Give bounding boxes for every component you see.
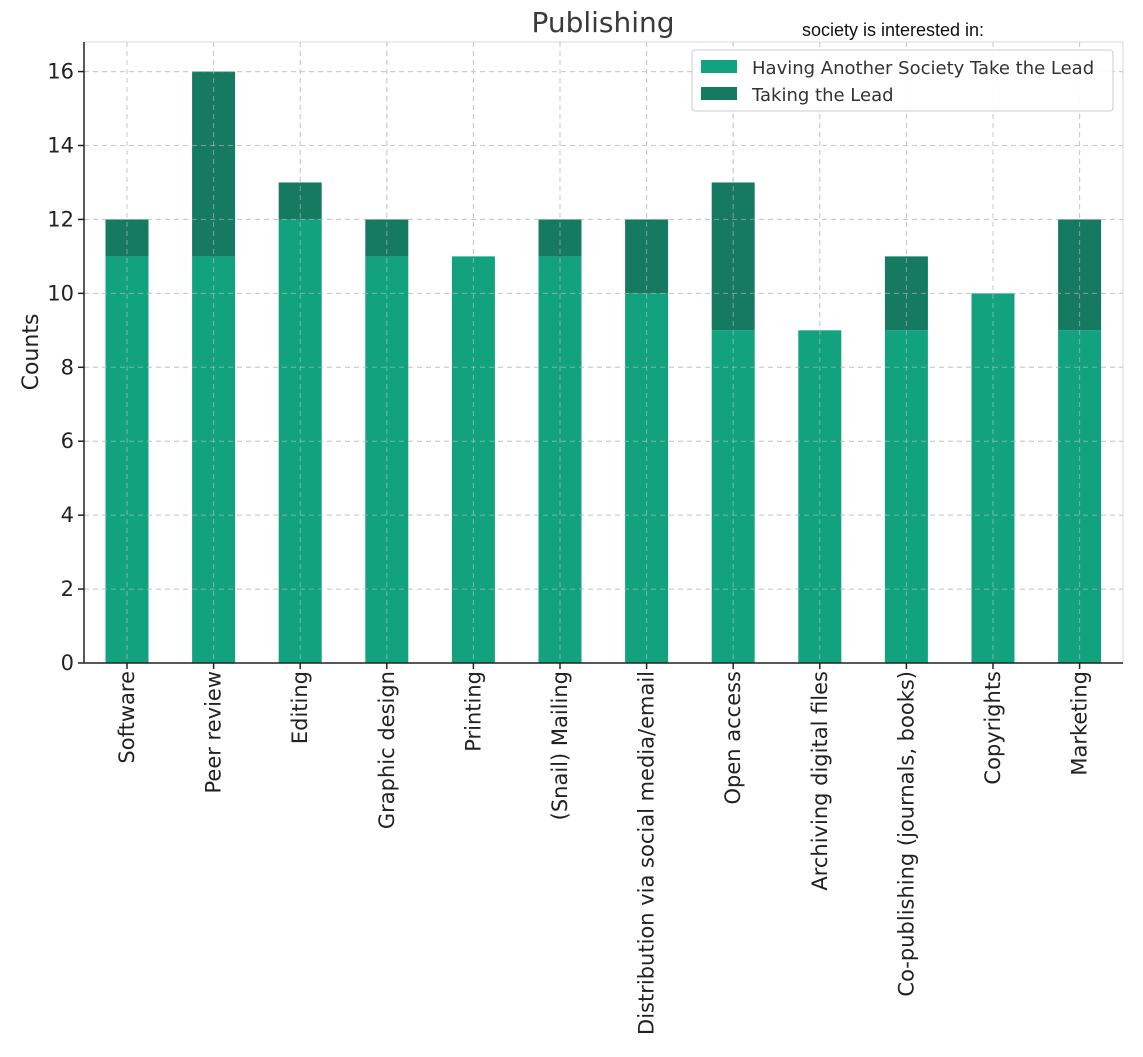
chart-title: Publishing [531, 6, 674, 39]
y-tick-label: 6 [61, 429, 74, 453]
y-tick-labels: 0 2 4 6 8 10 12 14 16 [47, 60, 84, 675]
x-tick-label: Distribution via social media/email [635, 671, 659, 1035]
bar-taking-lead [625, 219, 669, 294]
x-tick-label: (Snail) Mailing [548, 671, 572, 820]
y-tick-label: 8 [61, 355, 74, 379]
x-tick-label: Open access [721, 671, 745, 805]
y-tick-label: 4 [61, 503, 74, 527]
x-tick-label: Copyrights [981, 671, 1005, 785]
x-tick-label: Printing [461, 671, 485, 752]
y-tick-label: 0 [61, 651, 74, 675]
x-tick-label: Peer review [202, 671, 226, 794]
y-tick-label: 12 [47, 207, 74, 231]
x-tick-label: Co-publishing (journals, books) [894, 671, 918, 997]
x-tick-label: Marketing [1068, 671, 1092, 776]
y-tick-label: 2 [61, 577, 74, 601]
overlay-note: society is interested in: [802, 20, 984, 40]
y-tick-label: 10 [47, 281, 74, 305]
legend: Having Another Society Take the Lead Tak… [691, 49, 1114, 112]
x-tick-label: Graphic design [375, 671, 399, 829]
bars-layer [84, 42, 1123, 663]
x-tick-labels: Software Peer review Editing Graphic design… [115, 663, 1092, 1035]
legend-frame [691, 49, 1114, 112]
legend-swatch-having-another [701, 60, 737, 73]
x-tick-label: Software [115, 671, 139, 764]
y-tick-label: 14 [47, 134, 74, 158]
x-tick-label: Archiving digital files [808, 671, 832, 891]
legend-label-having-another: Having Another Society Take the Lead [752, 58, 1094, 79]
x-tick-label: Editing [288, 671, 312, 744]
legend-label-taking-lead: Taking the Lead [751, 85, 894, 106]
y-tick-label: 16 [47, 60, 74, 84]
bar-taking-lead [1058, 219, 1102, 331]
legend-swatch-taking-lead [701, 87, 737, 100]
y-axis-label: Counts [19, 314, 44, 391]
